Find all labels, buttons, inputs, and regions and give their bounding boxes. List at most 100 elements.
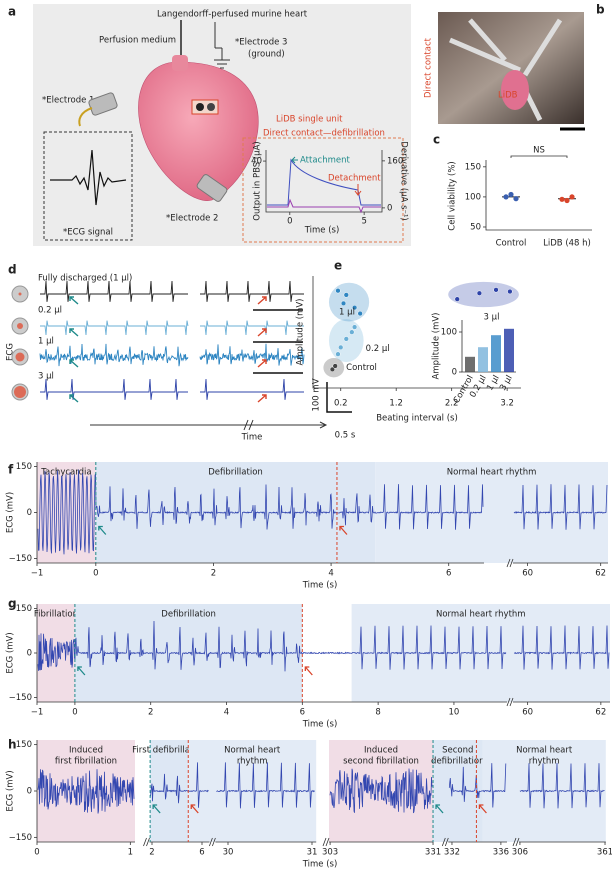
- inset-title: Direct contact—defibrillation: [263, 129, 385, 139]
- region-label: Normal heart: [224, 746, 281, 756]
- region-label: first fibrillation: [55, 757, 117, 767]
- y-tick-label: 150: [16, 604, 32, 614]
- ecg-trace: [37, 769, 135, 814]
- electrode3-label: *Electrode 3: [235, 38, 287, 48]
- ecg-trace: [37, 469, 484, 555]
- point: [493, 287, 499, 293]
- teal-arrow: [69, 296, 79, 305]
- x-tick-label: 10: [449, 708, 460, 718]
- ground-symbol: [214, 22, 230, 69]
- y-tick-label: 0: [452, 368, 457, 378]
- teal-arrow: [69, 328, 79, 337]
- y-tick-label: −150: [9, 554, 32, 564]
- panel-f: Tachycardia Defibrillation Normal heart rh…: [6, 462, 608, 591]
- y2-tick-label: 160: [387, 156, 403, 166]
- y-tick-label: 0: [27, 508, 32, 518]
- ecg-trace: [513, 625, 610, 670]
- panel-label: b: [596, 3, 605, 17]
- panel-g: Fibrillation Defibrillation Normal heart r…: [6, 604, 610, 730]
- electrode2-label: *Electrode 2: [166, 214, 218, 224]
- x-tick-label: 2: [149, 848, 154, 858]
- axis-break: [322, 837, 330, 847]
- point: [454, 296, 460, 302]
- electrode1-label: *Electrode 1: [42, 96, 94, 106]
- panel-label: g: [8, 597, 17, 611]
- point: [569, 194, 575, 200]
- point: [329, 366, 336, 373]
- row-label: 1 μl: [38, 337, 54, 347]
- arrow: [291, 156, 298, 164]
- region-label: Normal heart: [516, 746, 573, 756]
- inset-y-label: Amplitude (mV): [432, 313, 442, 380]
- x-tick-label: 62: [595, 569, 606, 579]
- x-tick-label: 303: [322, 848, 338, 858]
- panel-d: Fully discharged (1 μl) 0.2 μl 1 μl 3 μl: [11, 274, 305, 403]
- x-axis-label: Time (s): [302, 720, 338, 730]
- point: [335, 351, 341, 357]
- teal-arrow: [69, 359, 79, 368]
- ecg-signal: [50, 149, 127, 206]
- ecg-trace: [199, 343, 305, 366]
- region-label: Second: [442, 746, 473, 756]
- ecg-trace: [37, 620, 507, 672]
- axis-break: [209, 837, 216, 847]
- x-tick-label: 3.2: [500, 399, 514, 409]
- region-label: defibrillation: [431, 757, 484, 767]
- axis-break: [506, 558, 514, 568]
- y-tick-label: 150: [465, 162, 481, 172]
- panel-label: e: [334, 259, 342, 273]
- x-axis-label: Time (s): [302, 860, 338, 869]
- point: [343, 336, 349, 342]
- charge-dot: [15, 352, 25, 362]
- x-tick-label: 62: [595, 708, 606, 718]
- x-tick-label: 0: [287, 217, 292, 227]
- region-label: Tachycardia: [40, 468, 91, 478]
- panel-label: d: [8, 263, 17, 277]
- electrode: [196, 174, 228, 202]
- derivative-curve: [267, 198, 381, 214]
- aorta: [172, 55, 188, 71]
- row-label: 3 μl: [38, 372, 54, 382]
- inset-box: [242, 137, 404, 243]
- red-arrow: [257, 296, 267, 305]
- x-tick-label: 332: [444, 848, 460, 858]
- marker-arrow: [435, 804, 444, 814]
- region-label: Fibrillation: [34, 610, 78, 620]
- x-tick-label: 60: [522, 708, 533, 718]
- group-label: 0.2 μl: [366, 344, 390, 354]
- axis-break: [512, 837, 520, 847]
- ecg-trace: [40, 280, 188, 302]
- point: [503, 194, 509, 200]
- point: [335, 288, 341, 294]
- y-axis-label: ECG (mV): [6, 632, 16, 673]
- marker-arrow: [77, 666, 86, 676]
- point: [476, 290, 483, 296]
- x-tick-label: 6: [446, 569, 451, 579]
- annotation: NS: [533, 146, 545, 156]
- x-axis-label: Time: [241, 433, 263, 443]
- charge-dot: [17, 323, 23, 329]
- point: [343, 292, 349, 298]
- group-label: 1 μl: [339, 308, 355, 318]
- x-tick-label: 6: [199, 848, 204, 858]
- axis-break: [441, 837, 449, 847]
- y2-axis-label: Derivative (μA s⁻¹): [399, 141, 409, 220]
- point: [357, 310, 363, 317]
- y-tick-label: 100: [465, 192, 481, 202]
- scale-x-label: 0.5 s: [335, 431, 356, 441]
- x-tick-label: 5: [361, 217, 366, 227]
- detachment-label: Detachment: [328, 174, 381, 184]
- y-tick-label: 150: [16, 740, 32, 750]
- bar: [478, 347, 488, 372]
- point: [338, 344, 344, 351]
- y-axis-label: Amplitude (mV): [296, 299, 306, 366]
- lidb-label: LiDB: [498, 91, 518, 101]
- region-label: second fibrillation: [343, 757, 419, 767]
- charge-dot: [18, 292, 22, 296]
- region-label: Normal heart rhythm: [447, 468, 537, 478]
- region-label: Induced: [69, 746, 103, 756]
- region-label: Defibrillation: [161, 610, 216, 620]
- x-tick-label: 0: [93, 569, 98, 579]
- ecg-trace: [40, 378, 188, 400]
- direct-label: Direct contact: [424, 37, 434, 98]
